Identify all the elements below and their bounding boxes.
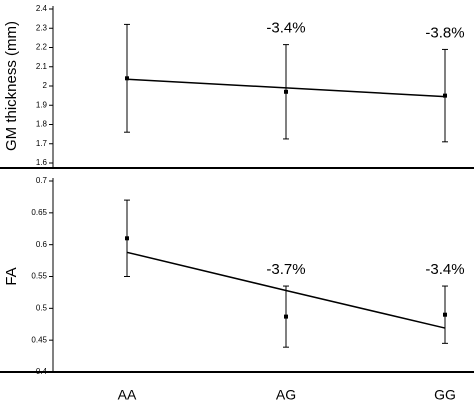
y-tick-label: 0.55 (31, 272, 47, 281)
x-tick-label: GG (434, 387, 456, 403)
y-tick-label: 2 (43, 81, 48, 90)
y-tick-label: 2.3 (36, 23, 48, 32)
y-tick-label: 0.6 (36, 240, 48, 249)
y-tick-label: 2.4 (36, 4, 48, 13)
annotation: -3.4% (425, 261, 464, 278)
y-tick-label: 0.5 (36, 303, 48, 312)
y-tick-label: 0.65 (31, 208, 47, 217)
y-tick-label: 1.6 (36, 158, 48, 167)
y-tick-label: 0.4 (36, 367, 48, 376)
y-tick-label: 1.7 (36, 139, 48, 148)
y-tick-label: 2.1 (36, 62, 48, 71)
data-point (284, 89, 288, 94)
y-axis-title: GM thickness (mm) (3, 21, 20, 151)
x-tick-label: AG (276, 387, 296, 403)
annotation: -3.4% (266, 20, 305, 37)
data-point (284, 314, 288, 319)
data-point (443, 93, 447, 98)
data-point (443, 312, 447, 317)
y-tick-label: 1.8 (36, 120, 48, 129)
y-tick-label: 0.45 (31, 335, 47, 344)
x-tick-label: AA (118, 387, 137, 403)
data-point (125, 76, 129, 81)
y-axis-title: FA (3, 267, 20, 285)
y-tick-label: 1.9 (36, 100, 48, 109)
annotation: -3.7% (266, 261, 305, 278)
y-tick-label: 2.2 (36, 43, 48, 52)
annotation: -3.8% (425, 24, 464, 41)
y-tick-label: 0.7 (36, 176, 48, 185)
data-point (125, 236, 129, 241)
